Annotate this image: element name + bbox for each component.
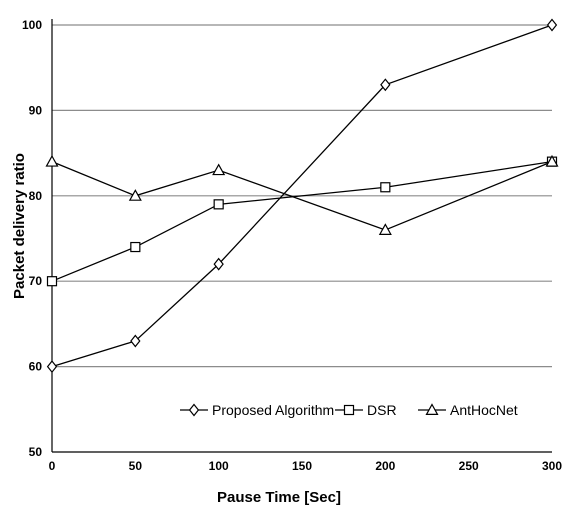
data-point-dsr xyxy=(48,277,57,286)
y-tick-label: 100 xyxy=(22,18,42,32)
x-tick-label: 250 xyxy=(459,459,479,473)
data-point-dsr xyxy=(131,243,140,252)
x-tick-label: 100 xyxy=(209,459,229,473)
x-tick-label: 150 xyxy=(292,459,312,473)
x-tick-label: 0 xyxy=(49,459,56,473)
y-tick-label: 80 xyxy=(29,189,43,203)
x-axis-title: Pause Time [Sec] xyxy=(217,489,341,506)
legend-label: Proposed Algorithm xyxy=(212,402,334,418)
legend-marker xyxy=(345,406,354,415)
y-tick-label: 90 xyxy=(29,103,43,117)
y-tick-label: 60 xyxy=(29,360,43,374)
x-tick-label: 50 xyxy=(129,459,143,473)
legend-label: AntHocNet xyxy=(450,402,518,418)
data-point-dsr xyxy=(214,200,223,209)
legend-label: DSR xyxy=(367,402,397,418)
y-axis-title: Packet delivery ratio xyxy=(11,153,28,299)
x-tick-label: 200 xyxy=(375,459,395,473)
data-point-dsr xyxy=(381,183,390,192)
y-tick-label: 50 xyxy=(29,445,43,459)
y-tick-label: 70 xyxy=(29,274,43,288)
x-tick-label: 300 xyxy=(542,459,562,473)
